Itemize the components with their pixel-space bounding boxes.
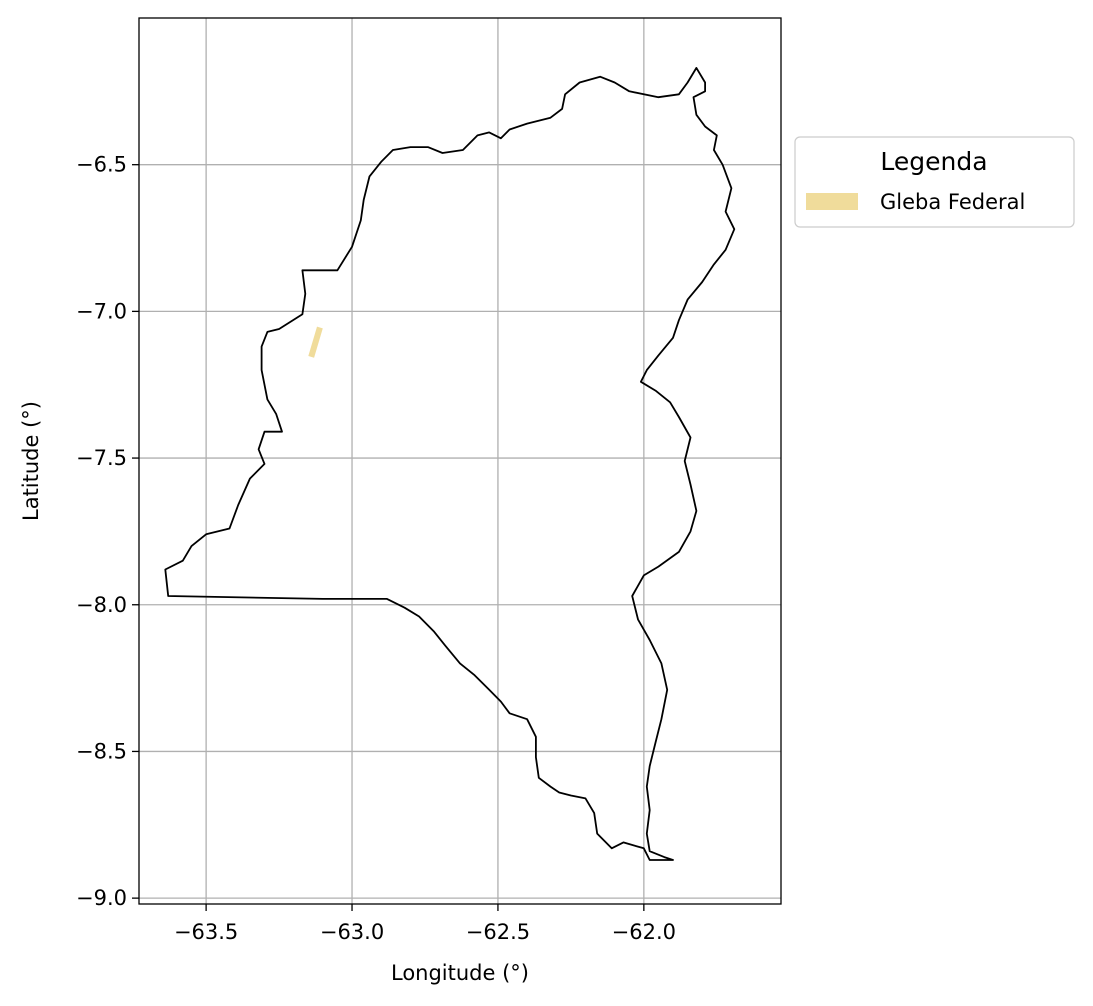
feature-gleba-federal: [308, 326, 323, 358]
legend-swatch-gleba-federal: [806, 193, 858, 210]
y-tick-label: −7.0: [76, 299, 127, 323]
legend: Legenda Gleba Federal: [794, 136, 1075, 228]
legend-title: Legenda: [880, 147, 987, 176]
y-axis-label: Latitude (°): [19, 401, 43, 521]
legend-box: [794, 136, 1075, 228]
x-axis-label: Longitude (°): [391, 961, 529, 985]
y-axis: −6.5 −7.0 −7.5 −8.0 −8.5 −9.0: [76, 153, 139, 910]
y-tick-label: −8.5: [76, 739, 127, 763]
y-tick-label: −8.0: [76, 593, 127, 617]
x-tick-label: −63.5: [174, 920, 238, 944]
municipality-boundary: [164, 67, 736, 861]
x-tick-label: −63.0: [320, 920, 384, 944]
x-tick-label: −62.5: [466, 920, 530, 944]
map-features: [308, 326, 323, 358]
legend-entry-gleba-federal: Gleba Federal: [880, 190, 1025, 214]
plot-frame: [138, 17, 782, 905]
y-tick-label: −6.5: [76, 153, 127, 177]
x-tick-label: −62.0: [612, 920, 676, 944]
y-tick-label: −7.5: [76, 446, 127, 470]
y-tick-label: −9.0: [76, 886, 127, 910]
x-axis: −63.5 −63.0 −62.5 −62.0: [174, 904, 676, 944]
grid-lines: [139, 18, 781, 904]
